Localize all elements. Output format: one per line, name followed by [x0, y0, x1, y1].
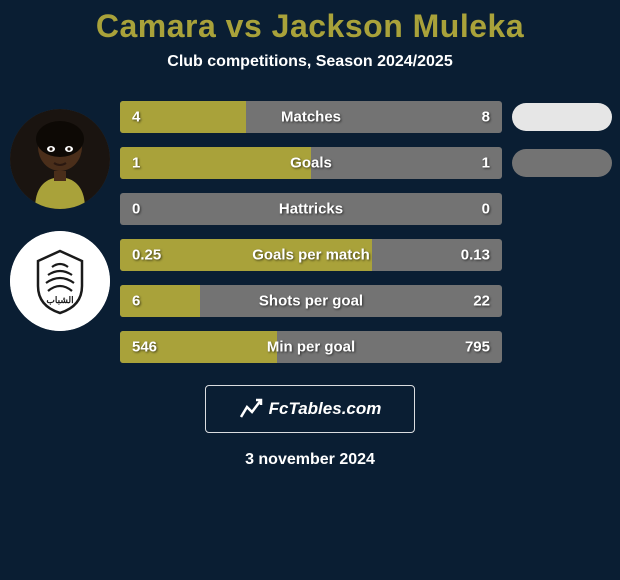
- stat-row: 1 Goals 1: [120, 147, 612, 179]
- stat-label: Shots per goal: [259, 293, 363, 310]
- stat-bar-track: 0.25 Goals per match 0.13: [120, 239, 502, 271]
- player-avatar: [10, 109, 110, 209]
- stat-value-left: 0.25: [132, 247, 161, 264]
- stat-label: Min per goal: [267, 339, 355, 356]
- stat-value-right: 22: [473, 293, 490, 310]
- stat-value-right: 8: [482, 109, 490, 126]
- comparison-pill: [512, 149, 612, 177]
- club-crest-icon: الشباب: [10, 231, 110, 331]
- stat-bars: 4 Matches 8 1 Goals 1 0 Hattricks 0 0.25 Goals per…: [120, 101, 620, 363]
- stat-value-right: 1: [482, 155, 490, 172]
- stat-row: 546 Min per goal 795: [120, 331, 612, 363]
- page-title: Camara vs Jackson Muleka: [0, 8, 620, 45]
- pill-spacer: [512, 241, 612, 269]
- stat-label: Goals per match: [252, 247, 370, 264]
- stat-label: Hattricks: [279, 201, 343, 218]
- person-icon: [10, 109, 110, 209]
- stat-bar-track: 546 Min per goal 795: [120, 331, 502, 363]
- stat-value-left: 4: [132, 109, 140, 126]
- pill-spacer: [512, 287, 612, 315]
- stat-value-right: 795: [465, 339, 490, 356]
- stat-value-left: 546: [132, 339, 157, 356]
- chart-icon: [239, 397, 263, 421]
- stat-bar-track: 4 Matches 8: [120, 101, 502, 133]
- stat-row: 0 Hattricks 0: [120, 193, 612, 225]
- stat-label: Matches: [281, 109, 341, 126]
- stat-value-left: 0: [132, 201, 140, 218]
- stat-bar-track: 1 Goals 1: [120, 147, 502, 179]
- stat-row: 4 Matches 8: [120, 101, 612, 133]
- club-avatar: الشباب: [10, 231, 110, 331]
- stat-value-right: 0: [482, 201, 490, 218]
- stat-row: 6 Shots per goal 22: [120, 285, 612, 317]
- stat-label: Goals: [290, 155, 332, 172]
- attribution-badge[interactable]: FcTables.com: [205, 385, 415, 433]
- bar-fill-left: [120, 147, 311, 179]
- comparison-card: Camara vs Jackson Muleka Club competitio…: [0, 0, 620, 580]
- stat-bar-track: 0 Hattricks 0: [120, 193, 502, 225]
- body-row: الشباب 4 Matches 8 1 Goals 1 0 Hattricks 0 0.25 Go…: [0, 101, 620, 363]
- stat-value-left: 6: [132, 293, 140, 310]
- stat-value-left: 1: [132, 155, 140, 172]
- stat-value-right: 0.13: [461, 247, 490, 264]
- subtitle: Club competitions, Season 2024/2025: [0, 53, 620, 71]
- left-column: الشباب: [0, 101, 120, 331]
- stat-bar-track: 6 Shots per goal 22: [120, 285, 502, 317]
- svg-text:الشباب: الشباب: [46, 295, 73, 306]
- comparison-pill: [512, 103, 612, 131]
- attribution-text: FcTables.com: [269, 399, 382, 419]
- pill-spacer: [512, 195, 612, 223]
- stat-row: 0.25 Goals per match 0.13: [120, 239, 612, 271]
- date-label: 3 november 2024: [0, 451, 620, 469]
- pill-spacer: [512, 333, 612, 361]
